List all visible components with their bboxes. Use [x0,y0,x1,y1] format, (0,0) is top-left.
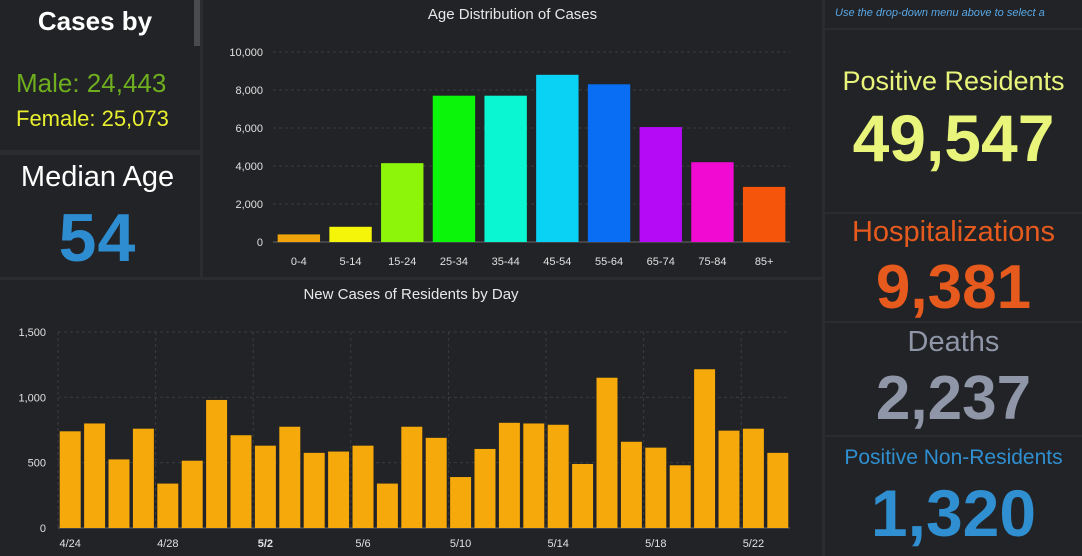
daily-bar [694,369,716,528]
median-age-value: 54 [58,200,137,276]
daily-bar [84,423,106,528]
daily-ytick-label: 1,000 [18,392,46,404]
daily-bar [620,441,642,528]
age-xtick-label: 85+ [755,256,774,268]
daily-bar [108,459,130,528]
age-ytick-label: 4,000 [235,161,263,173]
daily-ytick-label: 1,500 [18,327,46,339]
gender-panel-title: Cases by [37,6,153,36]
daily-bar [132,428,154,528]
age-bar [381,163,424,242]
age-ytick-label: 0 [257,237,263,249]
daily-xtick-label: 4/28 [157,538,178,550]
daily-xtick-label: 4/24 [59,538,80,550]
non-residents-panel: Positive Non-Residents 1,320 [825,437,1082,556]
age-bar [277,234,321,242]
daily-ytick-label: 500 [28,458,46,470]
deaths-value: 2,237 [875,364,1032,433]
hospitalizations-value: 9,381 [875,253,1032,321]
daily-bar [718,430,740,528]
age-xtick-label: 75-84 [698,256,726,268]
daily-cases-panel: New Cases of Residents by Day 0 500 1,000 1… [0,280,822,556]
positive-residents-value: 49,547 [852,101,1055,175]
age-xtick-label: 45-54 [543,256,571,268]
gender-panel: Cases by Male: 24,443 Female: 25,073 [0,0,200,150]
deaths-panel: Deaths 2,237 [825,323,1082,435]
daily-bar [59,431,81,528]
daily-bar [742,428,764,528]
daily-bar [523,423,545,528]
age-bar [432,95,476,242]
age-distribution-panel: Age Distribution of Cases 0 2,000 4,000 6,0… [203,0,822,277]
daily-bar [181,460,203,528]
daily-bar [498,422,520,528]
daily-bar [767,452,789,528]
median-age-panel: Median Age 54 [0,155,200,277]
age-bar [742,186,786,242]
non-residents-value: 1,320 [870,476,1037,550]
instruction-panel: Use the drop-down menu above to select a [825,0,1082,28]
positive-residents-panel: Positive Residents 49,547 [825,30,1082,212]
male-cases: Male: 24,443 [16,68,167,98]
daily-bar [572,463,594,528]
age-xtick-label: 15-24 [388,256,416,268]
daily-xtick-label: 5/22 [743,538,764,550]
daily-bar [230,435,252,528]
age-ytick-label: 8,000 [235,85,263,97]
age-xtick-label: 55-64 [595,256,623,268]
daily-xtick-label: 5/10 [450,538,471,550]
hospitalizations-panel: Hospitalizations 9,381 [825,214,1082,321]
daily-bar [376,483,398,528]
age-bar [536,74,579,242]
deaths-label: Deaths [907,326,1000,358]
non-residents-label: Positive Non-Residents [844,446,1063,469]
median-age-label: Median Age [20,161,175,193]
female-cases: Female: 25,073 [16,106,169,131]
daily-bar [328,451,350,528]
age-xtick-label: 0-4 [291,256,307,268]
age-bar [639,127,682,242]
age-chart-title: Age Distribution of Cases [427,6,598,23]
age-bar [484,95,527,242]
age-xtick-label: 5-14 [340,256,362,268]
daily-bar [425,437,447,528]
daily-bar [401,426,423,528]
daily-bar [596,377,618,528]
age-xtick-label: 65-74 [647,256,675,268]
age-ytick-label: 10,000 [229,47,263,59]
daily-bar [450,477,472,528]
daily-bar [157,483,179,528]
daily-xtick-label: 5/18 [645,538,666,550]
daily-bar [206,399,228,528]
daily-bar [254,445,276,528]
positive-residents-label: Positive Residents [842,66,1065,96]
daily-xtick-label: 5/6 [355,538,370,550]
daily-bar [352,445,374,528]
age-ytick-label: 2,000 [235,199,263,211]
panel-scrollbar[interactable] [194,0,200,46]
daily-cases-chart: 0 500 1,000 1,500 4/24 4/28 5/2 5/6 5/10 5/14 5/18… [18,327,790,550]
age-distribution-chart: 0 2,000 4,000 6,000 8,000 10,000 0-4 5-14 15-24 2… [229,47,790,268]
daily-xtick-label: 5/14 [547,538,568,550]
daily-xtick-label: 5/2 [258,538,273,550]
age-bar [587,84,631,242]
daily-chart-title: New Cases of Residents by Day [303,286,519,303]
hospitalizations-label: Hospitalizations [851,216,1056,248]
age-bar [691,162,734,242]
age-ytick-label: 6,000 [235,123,263,135]
daily-bar [547,424,569,528]
daily-ytick-label: 0 [40,523,46,535]
age-xtick-label: 25-34 [440,256,468,268]
instruction-text: Use the drop-down menu above to select a [835,7,1045,19]
age-xtick-label: 35-44 [492,256,520,268]
daily-bar [279,426,301,528]
age-bar [329,226,372,242]
daily-bar [645,447,667,528]
daily-bar [474,448,496,528]
daily-bar [303,452,325,528]
daily-bar [669,465,691,528]
